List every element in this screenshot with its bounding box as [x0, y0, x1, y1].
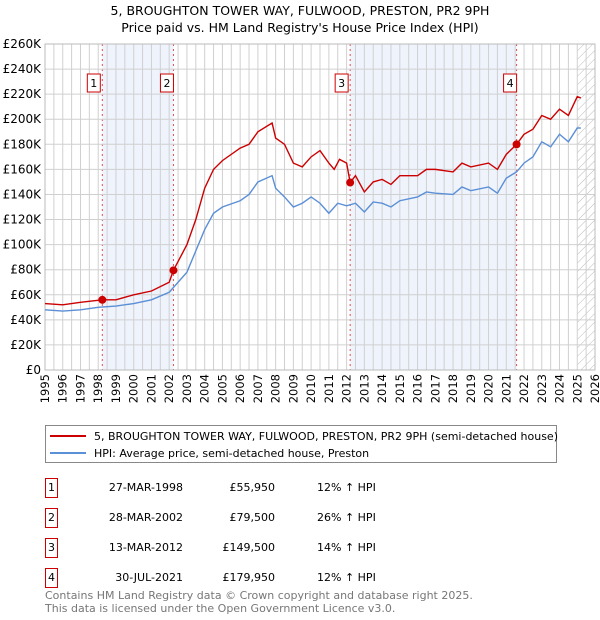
y-tick-label: £60K — [10, 288, 42, 302]
sale-point — [346, 178, 355, 187]
y-tick-label: £40K — [10, 313, 42, 327]
x-tick-label: 2001 — [144, 374, 158, 403]
x-tick-label: 1996 — [56, 374, 70, 403]
x-tick-label: 2010 — [304, 374, 318, 403]
x-tick-label: 2017 — [428, 374, 442, 403]
x-tick-label: 2018 — [446, 374, 460, 403]
x-tick-label: 2013 — [357, 374, 371, 403]
sale-label-box — [503, 73, 518, 93]
footer-copyright: Contains HM Land Registry data © Crown c… — [45, 589, 473, 602]
y-tick-label: £260K — [3, 37, 43, 51]
sale-hpi-diff: 26% ↑ HPI — [317, 511, 376, 524]
sale-label: 3 — [338, 77, 345, 90]
y-tick-label: £20K — [10, 338, 42, 352]
sale-point — [98, 295, 107, 304]
x-tick-label: 2025 — [570, 374, 584, 403]
y-tick-label: £220K — [3, 87, 43, 101]
y-tick-label: £240K — [3, 62, 43, 76]
sale-hpi-diff: 12% ↑ HPI — [317, 571, 376, 584]
x-tick-label: 1997 — [73, 374, 87, 403]
chart-title: 5, BROUGHTON TOWER WAY, FULWOOD, PRESTON… — [110, 3, 490, 18]
x-tick-label: 2021 — [499, 374, 513, 403]
y-tick-label: £140K — [3, 187, 43, 201]
x-tick-label: 2007 — [251, 374, 265, 403]
shaded-period — [350, 44, 517, 370]
sale-price: £149,500 — [222, 541, 276, 554]
x-tick-label: 2022 — [517, 374, 531, 403]
x-tick-label: 2015 — [393, 374, 407, 403]
x-tick-label: 2012 — [340, 374, 354, 403]
y-tick-label: £100K — [3, 238, 43, 252]
x-tick-label: 2008 — [269, 374, 283, 403]
sale-price: £79,500 — [229, 511, 276, 524]
legend-swatch-blue — [50, 452, 86, 454]
sale-date: 30-JUL-2021 — [115, 571, 183, 584]
y-tick-label: £80K — [10, 263, 42, 277]
property-line — [44, 95, 582, 306]
sale-hpi-diff: 14% ↑ HPI — [317, 541, 376, 554]
footer-licence: This data is licensed under the Open Gov… — [45, 602, 396, 615]
sale-date: 13-MAR-2012 — [108, 541, 183, 554]
shaded-period — [102, 44, 174, 370]
sale-point — [512, 140, 521, 149]
y-tick-label: £200K — [3, 112, 43, 126]
y-tick-label: £0 — [26, 363, 41, 377]
x-tick-label: 2006 — [233, 374, 247, 403]
x-tick-label: 2019 — [464, 374, 478, 403]
x-tick-label: 2009 — [286, 374, 300, 403]
sale-hpi-diff: 12% ↑ HPI — [317, 481, 376, 494]
chart-legend: 5, BROUGHTON TOWER WAY, FULWOOD, PRESTON… — [45, 425, 558, 463]
x-tick-label: 2005 — [215, 374, 229, 403]
x-tick-label: 2014 — [375, 374, 389, 403]
sale-label: 4 — [507, 77, 514, 90]
hpi-line — [44, 127, 581, 312]
sale-number-badge: 3 — [45, 538, 58, 558]
sale-label: 2 — [163, 77, 170, 90]
x-tick-label: 1995 — [38, 374, 52, 403]
x-tick-label: 2000 — [127, 374, 141, 403]
y-tick-label: £160K — [3, 162, 43, 176]
x-tick-label: 2023 — [535, 374, 549, 403]
sale-date: 27-MAR-1998 — [108, 481, 183, 494]
chart-subtitle: Price paid vs. HM Land Registry's House … — [121, 20, 479, 35]
sale-number-badge: 2 — [45, 508, 58, 528]
sale-label-box — [159, 73, 174, 93]
x-tick-label: 2020 — [482, 374, 496, 403]
x-tick-label: 2016 — [411, 374, 425, 403]
y-tick-label: £180K — [3, 137, 43, 151]
sale-label-box — [334, 73, 349, 93]
sale-date: 28-MAR-2002 — [108, 511, 183, 524]
sale-price: £55,950 — [229, 481, 276, 494]
x-tick-label: 2002 — [162, 374, 176, 403]
legend-item-hpi: HPI: Average price, semi-detached house,… — [50, 445, 369, 461]
legend-label: HPI: Average price, semi-detached house,… — [94, 446, 370, 460]
plot-frame — [44, 43, 596, 371]
x-tick-label: 2011 — [322, 374, 336, 403]
legend-label: 5, BROUGHTON TOWER WAY, FULWOOD, PRESTON… — [94, 429, 558, 443]
price-chart: 1 2 3 4 £0 £20K £40K £60K £80K £100K £120K £140K £16… — [3, 37, 600, 403]
x-tick-label: 2003 — [180, 374, 194, 403]
x-tick-label: 2026 — [588, 374, 600, 403]
legend-swatch-red — [50, 435, 86, 437]
sale-point — [169, 266, 178, 275]
x-tick-label: 2024 — [553, 374, 567, 403]
x-tick-label: 1999 — [109, 374, 123, 403]
sale-label-box — [86, 73, 101, 93]
sale-price: £179,950 — [222, 571, 276, 584]
sale-number-badge: 1 — [45, 478, 58, 498]
legend-item-property: 5, BROUGHTON TOWER WAY, FULWOOD, PRESTON… — [50, 428, 558, 444]
sale-label: 1 — [90, 77, 97, 90]
sale-number-badge: 4 — [45, 568, 58, 588]
x-tick-label: 1998 — [91, 374, 105, 403]
y-tick-label: £120K — [3, 213, 43, 227]
x-tick-label: 2004 — [198, 374, 212, 403]
